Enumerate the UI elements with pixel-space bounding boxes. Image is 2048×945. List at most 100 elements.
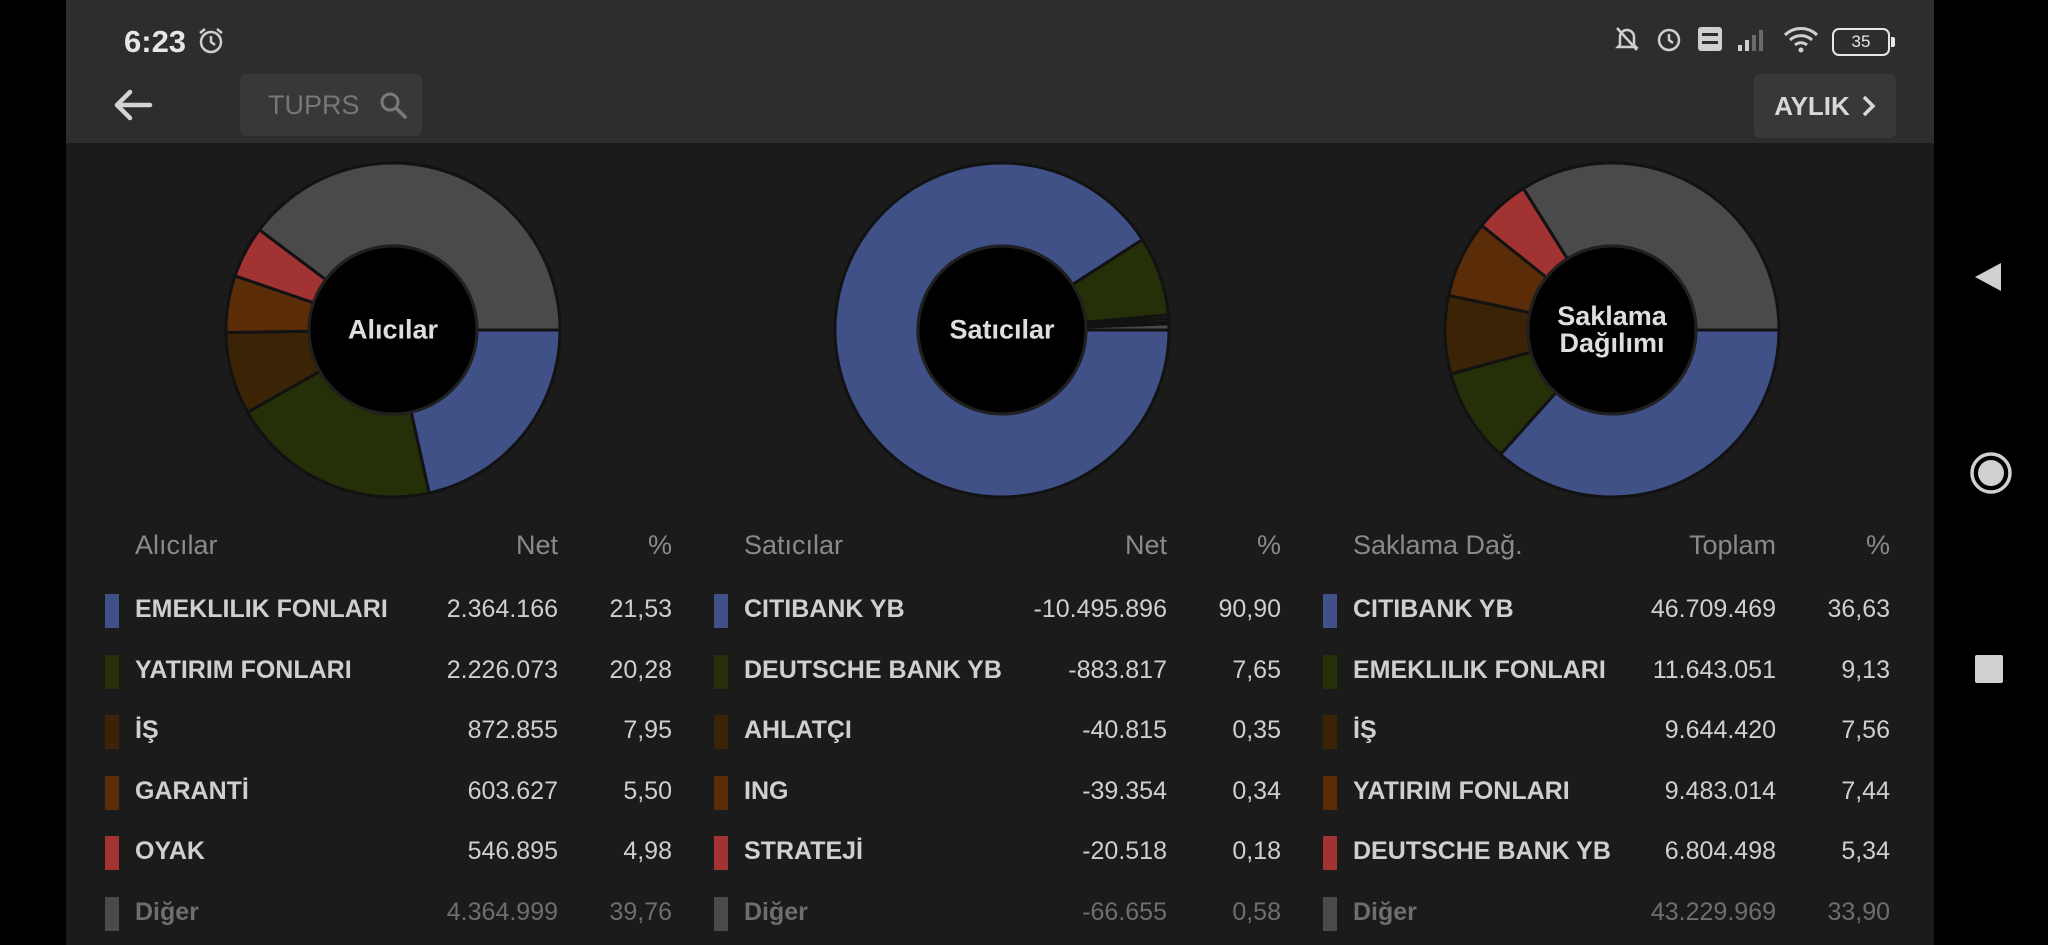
header-name: Satıcılar	[744, 530, 844, 560]
row-pct: 20,28	[609, 655, 672, 684]
custody-title-line1: Saklama	[1557, 301, 1667, 331]
header-value: Net	[515, 530, 558, 560]
table-row: OYAK 546.895 4,98	[105, 830, 685, 876]
row-pct: 9,13	[1841, 655, 1890, 684]
row-pct: 0,34	[1232, 776, 1281, 805]
custody-donut-chart[interactable]: Saklama Dağılımı	[1440, 158, 1784, 502]
legend-swatch	[1323, 896, 1337, 931]
row-name: İŞ	[1353, 716, 1377, 744]
search-icon[interactable]	[378, 90, 408, 125]
row-value: -20.518	[1082, 837, 1167, 865]
legend-swatch	[714, 715, 728, 749]
legend-swatch	[1323, 836, 1337, 870]
nav-back-icon[interactable]	[1971, 260, 2005, 294]
header-name: Saklama Dağ.	[1353, 530, 1523, 560]
legend-swatch	[714, 594, 728, 628]
battery-icon: 35	[1832, 27, 1895, 56]
row-name: Diğer	[1353, 897, 1417, 926]
legend-swatch	[714, 775, 728, 810]
row-name: OYAK	[135, 837, 205, 865]
table-row: AHLATÇI -40.815 0,35	[714, 709, 1294, 755]
row-pct: 5,50	[623, 776, 672, 805]
system-navigation-bar	[1934, 0, 2048, 945]
row-value: 9.483.014	[1664, 776, 1776, 805]
row-pct: 21,53	[609, 595, 672, 623]
legend-swatch	[714, 654, 728, 689]
buyers-donut-chart[interactable]: Alıcılar	[221, 158, 565, 502]
table-row: DEUTSCHE BANK YB -883.817 7,65	[714, 649, 1294, 695]
table-row: DEUTSCHE BANK YB 6.804.498 5,34	[1323, 830, 1903, 876]
back-button[interactable]	[110, 82, 156, 128]
signal-icon	[1736, 25, 1770, 58]
row-value: 9.644.420	[1664, 716, 1776, 744]
row-value: -66.655	[1082, 897, 1167, 926]
header-value: Toplam	[1688, 530, 1776, 560]
alarm-icon	[1654, 24, 1684, 59]
donut-hole	[307, 244, 479, 416]
table-row: EMEKLILIK FONLARI 2.364.166 21,53	[105, 588, 685, 634]
period-button[interactable]: AYLIK	[1754, 74, 1896, 138]
row-value: 46.709.469	[1650, 595, 1776, 623]
nav-recents-icon[interactable]	[1974, 654, 2004, 684]
sellers-chart-title: Satıcılar	[949, 314, 1055, 345]
row-value: 4.364.999	[446, 897, 558, 926]
row-name: ING	[744, 776, 789, 805]
row-name: YATIRIM FONLARI	[1353, 776, 1570, 805]
status-time: 6:23	[124, 24, 187, 59]
legend-swatch	[714, 836, 728, 870]
legend-swatch	[105, 654, 119, 689]
symbol-search[interactable]	[240, 74, 422, 136]
row-value: 6.804.498	[1664, 837, 1776, 865]
table-row: CITIBANK YB -10.495.896 90,90	[714, 588, 1294, 634]
table-row: Diğer 43.229.969 33,90	[1323, 891, 1903, 937]
table-row: Diğer -66.655 0,58	[714, 891, 1294, 937]
row-name: AHLATÇI	[744, 716, 852, 744]
row-pct: 39,76	[609, 897, 672, 926]
legend-swatch	[1323, 594, 1337, 628]
volte-icon	[1696, 25, 1724, 58]
app-screen: 6:23 35	[66, 0, 1934, 945]
row-pct: 0,35	[1232, 716, 1281, 744]
sellers-donut-chart[interactable]: Satıcılar	[830, 158, 1174, 502]
header-pct: %	[1865, 530, 1890, 560]
sellers-table: Satıcılar Net % CITIBANK YB -10.495.896 90…	[714, 530, 1294, 945]
header-pct: %	[1256, 530, 1281, 560]
custody-title-line2: Dağılımı	[1559, 328, 1665, 358]
table-row: CITIBANK YB 46.709.469 36,63	[1323, 588, 1903, 634]
donut-hole	[1526, 244, 1698, 416]
row-value: -10.495.896	[1033, 595, 1167, 623]
nav-home-icon[interactable]	[1969, 451, 2013, 495]
legend-swatch	[105, 594, 119, 628]
buyers-table: Alıcılar Net % EMEKLILIK FONLARI 2.364.16…	[105, 530, 685, 945]
alarm-icon	[196, 26, 226, 61]
donut-hole	[916, 244, 1088, 416]
row-name: EMEKLILIK FONLARI	[1353, 655, 1606, 684]
row-pct: 0,58	[1232, 897, 1281, 926]
row-name: EMEKLILIK FONLARI	[135, 595, 388, 623]
legend-swatch	[105, 775, 119, 810]
row-value: 2.226.073	[446, 655, 558, 684]
row-name: CITIBANK YB	[1353, 595, 1514, 623]
row-value: 11.643.051	[1652, 655, 1776, 684]
top-bar: 6:23 35	[66, 0, 1934, 143]
row-name: DEUTSCHE BANK YB	[744, 655, 1002, 684]
custody-chart-title: Saklama Dağılımı	[1557, 303, 1667, 357]
chevron-right-icon	[1862, 95, 1876, 117]
row-value: 2.364.166	[446, 595, 558, 623]
table-row: İŞ 872.855 7,95	[105, 709, 685, 755]
legend-swatch	[1323, 654, 1337, 689]
header-value: Net	[1124, 530, 1167, 560]
buyers-donut-svg	[224, 161, 562, 499]
header-name: Alıcılar	[135, 530, 218, 560]
table-row: EMEKLILIK FONLARI 11.643.051 9,13	[1323, 649, 1903, 695]
row-pct: 7,44	[1841, 776, 1890, 805]
row-name: Diğer	[744, 897, 808, 926]
period-label: AYLIK	[1774, 90, 1850, 121]
row-value: -39.354	[1082, 776, 1167, 805]
row-name: DEUTSCHE BANK YB	[1353, 837, 1611, 865]
table-row: STRATEJİ -20.518 0,18	[714, 830, 1294, 876]
legend-swatch	[1323, 715, 1337, 749]
table-row: Diğer 4.364.999 39,76	[105, 891, 685, 937]
row-pct: 4,98	[623, 837, 672, 865]
search-input[interactable]	[268, 89, 364, 121]
